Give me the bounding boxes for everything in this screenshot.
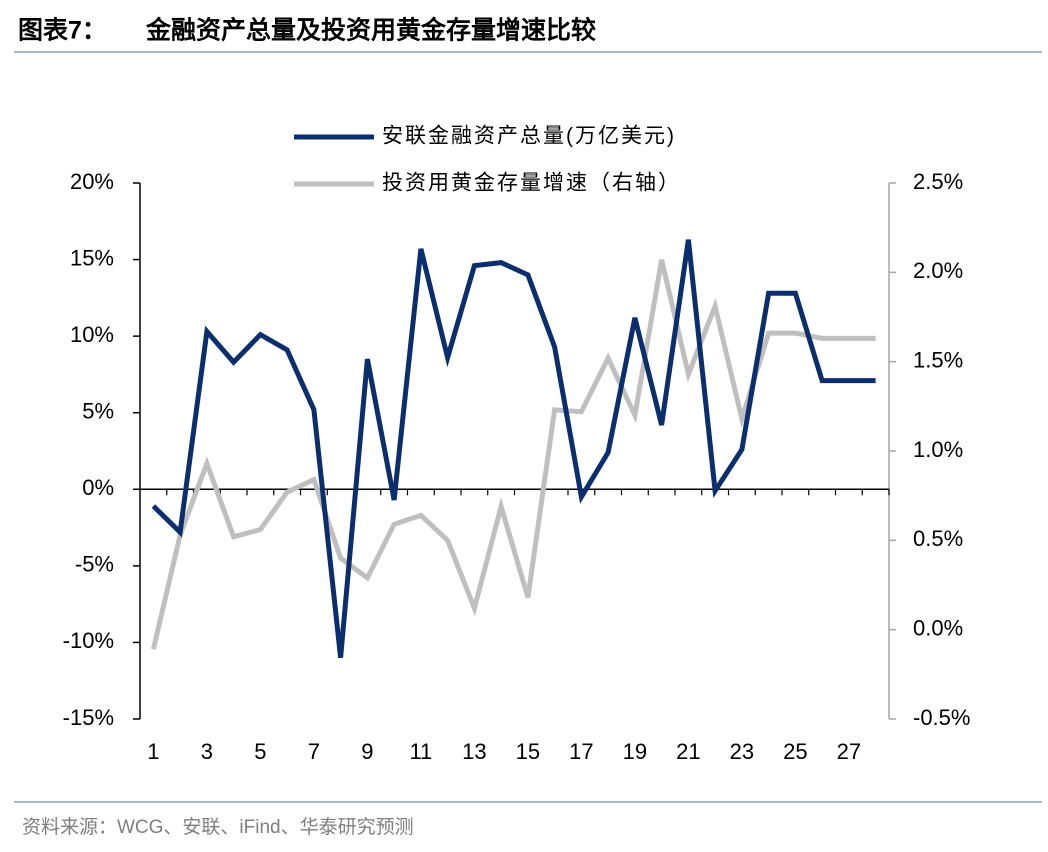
x-tick-label: 23 [730,739,754,764]
y2-tick-label: -0.5% [913,705,970,730]
source: 资料来源：WCG、安联、iFind、华泰研究预测 [22,816,414,838]
y-tick-label: 10% [70,322,114,347]
x-tick-label: 3 [201,739,213,764]
y-tick-label: 20% [70,169,114,194]
y-tick-label: 15% [70,245,114,270]
x-tick-label: 27 [837,739,861,764]
legend-label: 投资用黄金存量增速（右轴） [382,172,681,195]
series-line [151,239,876,658]
y2-tick-label: 0.5% [913,526,963,551]
y-tick-label: -10% [63,628,114,653]
x-tick-label: 9 [361,739,373,764]
series-line [150,259,876,650]
y2-tick-label: 1.0% [913,437,963,462]
y-tick-label: -5% [75,552,114,577]
figure-label: 图表7： [18,17,107,45]
y2-tick-label: 0.0% [913,615,963,640]
x-tick-label: 25 [783,739,807,764]
y-tick-label: -15% [63,705,114,730]
x-tick-label: 5 [254,739,266,764]
x-tick-label: 13 [462,739,486,764]
x-tick-label: 11 [409,739,432,764]
legend-label: 安联金融资产总量(万亿美元) [382,125,676,148]
y2-tick-label: 2.0% [913,258,963,283]
x-tick-label: 1 [147,739,159,764]
y-tick-label: 0% [82,475,114,500]
y2-tick-label: 2.5% [913,169,963,194]
x-tick-label: 21 [676,739,700,764]
chart-title: 金融资产总量及投资用黄金存量增速比较 [145,16,596,45]
y-tick-label: 5% [82,399,114,424]
y2-tick-label: 1.5% [913,347,963,372]
x-tick-label: 19 [623,739,647,764]
x-tick-label: 17 [569,739,593,764]
x-tick-label: 15 [516,739,540,764]
x-tick-label: 7 [308,739,320,764]
